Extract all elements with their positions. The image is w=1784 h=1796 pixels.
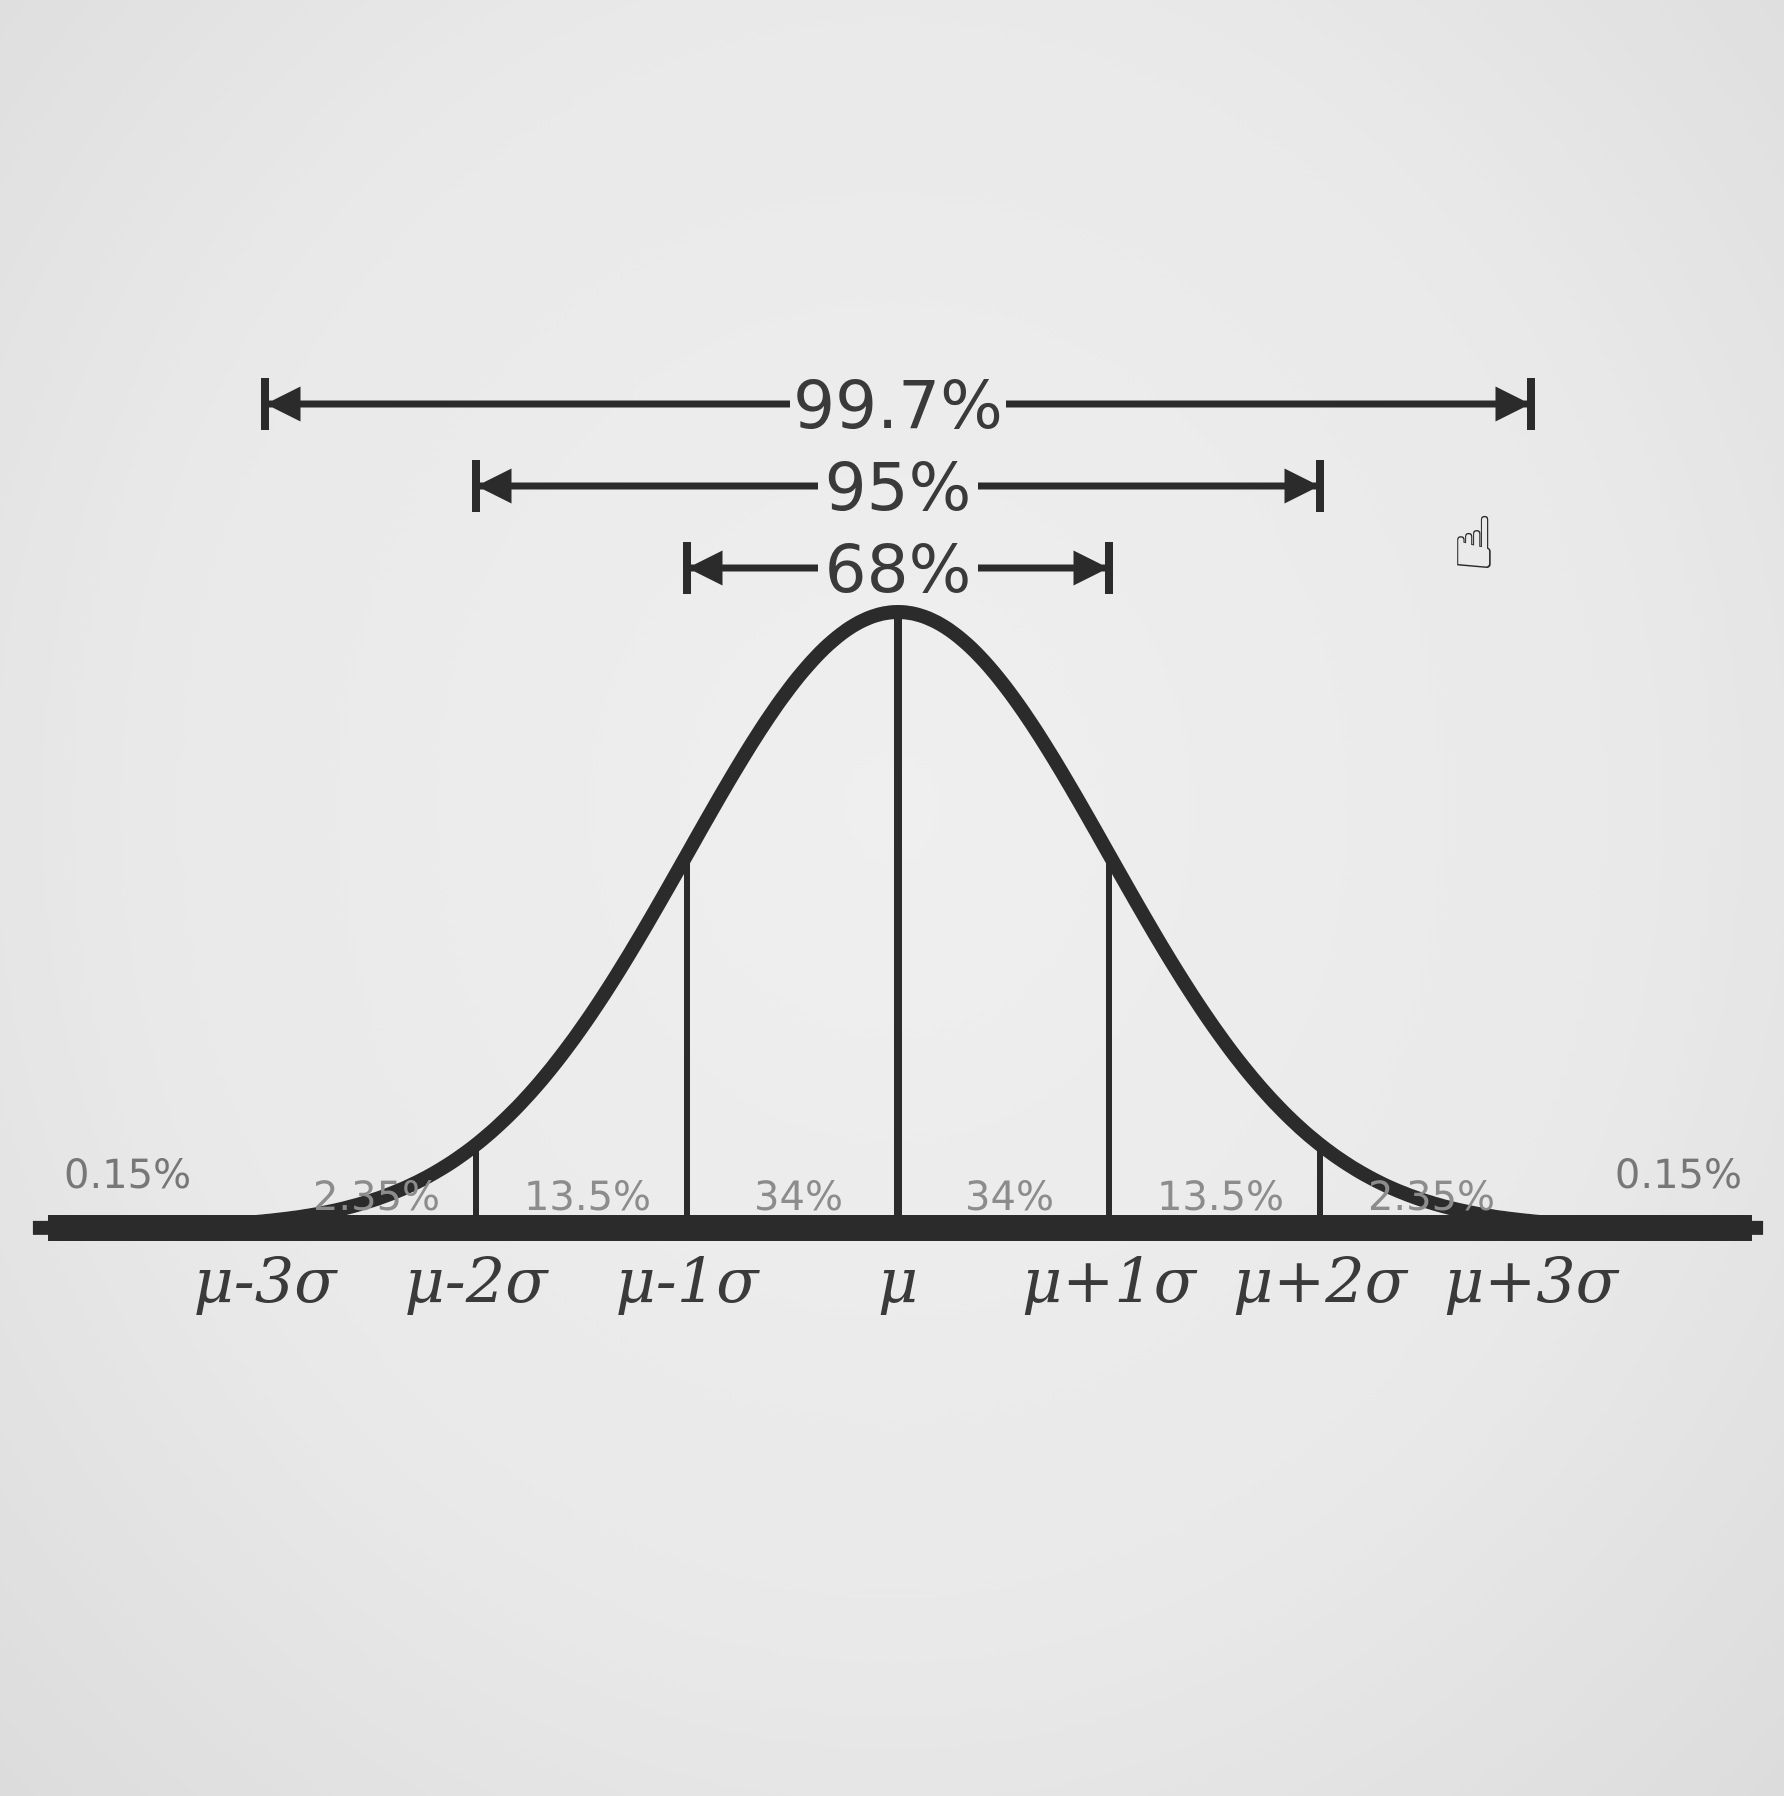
- axis-label: μ+2σ: [1233, 1244, 1409, 1317]
- percentage-brackets: 99.7%95%68%: [261, 367, 1535, 608]
- bracket-three-sigma: 99.7%: [261, 367, 1535, 444]
- region-label: 2.35%: [313, 1174, 440, 1220]
- tail-label-left: 0.15%: [64, 1152, 191, 1198]
- hand-pointer-icon: ☝: [1452, 501, 1496, 585]
- axis-label: μ+1σ: [1022, 1244, 1198, 1317]
- region-label: 34%: [754, 1174, 843, 1220]
- bracket-label: 95%: [825, 449, 972, 526]
- bell-curve: [30, 605, 1766, 1235]
- bracket-one-sigma: 68%: [683, 531, 1113, 608]
- region-label: 2.35%: [1368, 1174, 1495, 1220]
- axis-label: μ-3σ: [193, 1244, 338, 1317]
- region-label: 13.5%: [1157, 1174, 1284, 1220]
- bracket-two-sigma: 95%: [472, 449, 1324, 526]
- bracket-label: 68%: [825, 531, 972, 608]
- labels-layer: 2.35% 13.5% 34% 34% 13.5% 2.35%0.15% 0.15%μ-3σ…: [64, 501, 1742, 1317]
- region-label: 34%: [965, 1174, 1054, 1220]
- region-label: 13.5%: [524, 1174, 651, 1220]
- axis-label: μ-1σ: [615, 1244, 760, 1317]
- tail-label-right: 0.15%: [1615, 1152, 1742, 1198]
- axis-label: μ-2σ: [404, 1244, 549, 1317]
- axis-label: μ: [878, 1244, 918, 1317]
- axis-label: μ+3σ: [1444, 1244, 1620, 1317]
- bracket-label: 99.7%: [793, 367, 1003, 444]
- curve-layer: [30, 605, 1766, 1241]
